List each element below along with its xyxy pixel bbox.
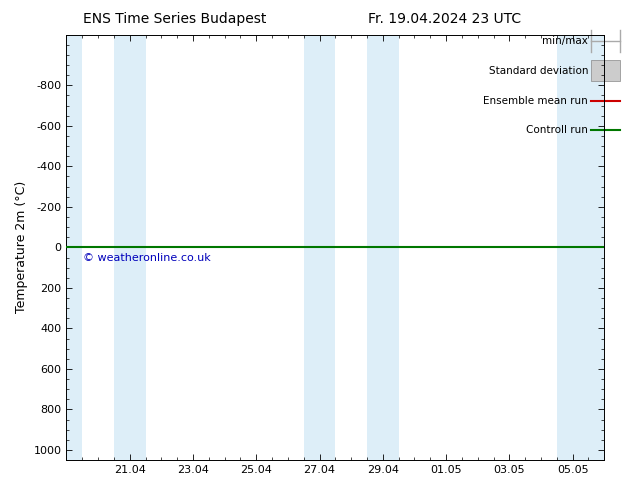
Text: Standard deviation: Standard deviation (489, 66, 588, 76)
Text: min/max: min/max (542, 36, 588, 46)
Bar (67, 35, 82, 460)
Text: Ensemble mean run: Ensemble mean run (483, 96, 588, 105)
Bar (367, 35, 399, 460)
Text: © weatheronline.co.uk: © weatheronline.co.uk (82, 253, 210, 263)
Bar (114, 35, 146, 460)
Bar (591, 60, 621, 81)
Y-axis label: Temperature 2m (°C): Temperature 2m (°C) (15, 181, 28, 314)
Text: Fr. 19.04.2024 23 UTC: Fr. 19.04.2024 23 UTC (368, 12, 521, 26)
Text: Controll run: Controll run (526, 125, 588, 135)
Text: ENS Time Series Budapest: ENS Time Series Budapest (83, 12, 266, 26)
Bar (304, 35, 335, 460)
Bar (557, 35, 604, 460)
